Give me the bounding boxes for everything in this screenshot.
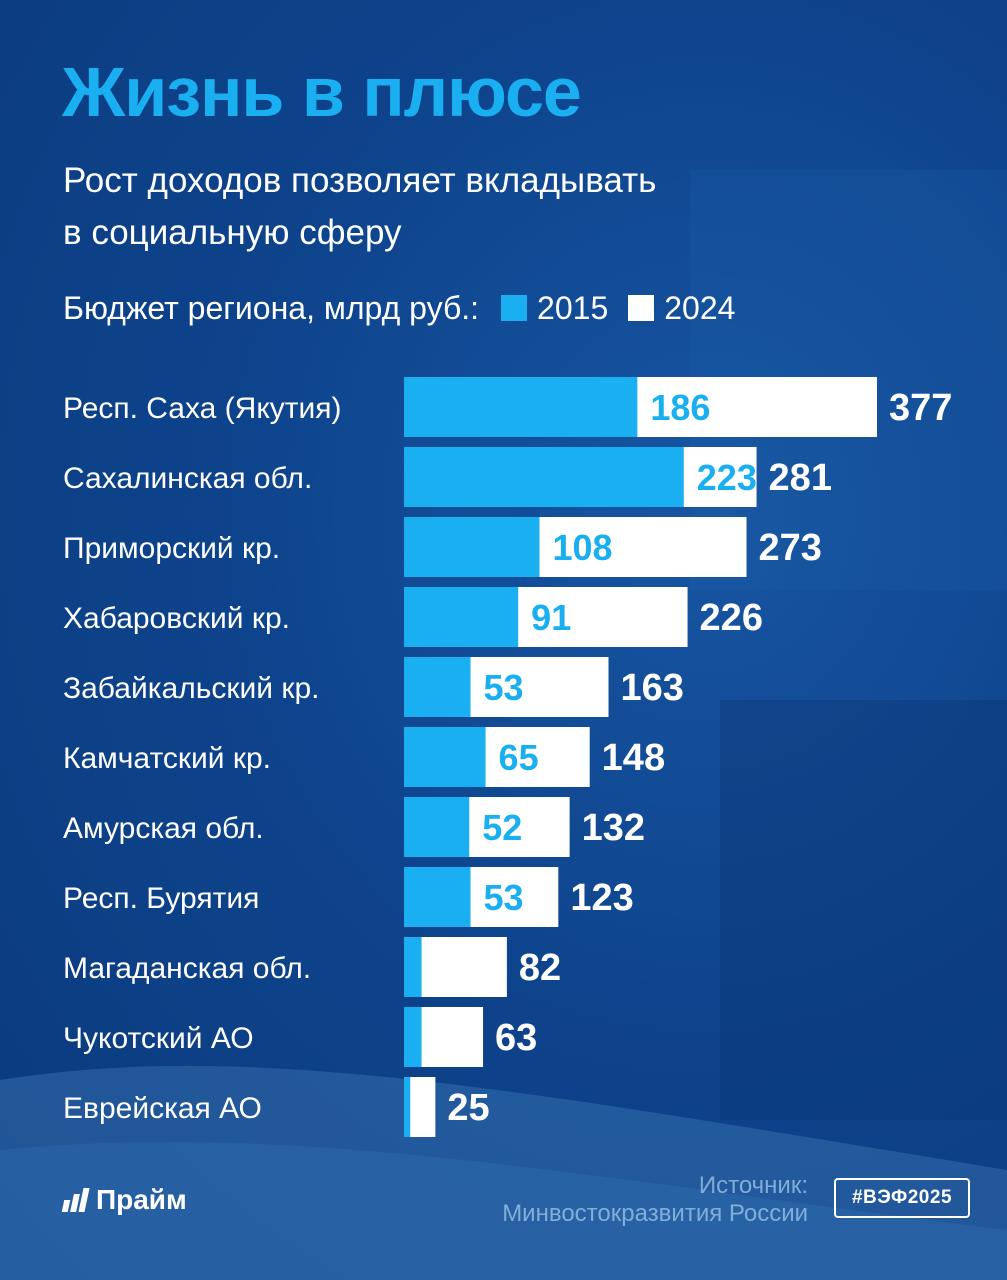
category-label: Хабаровский кр. (63, 602, 290, 635)
bar-2015 (404, 657, 471, 717)
value-label-2024: 25 (447, 1087, 489, 1129)
chart-legend: Бюджет региона, млрд руб.: 2015 2024 (63, 286, 735, 330)
value-label-2015: 186 (650, 387, 710, 428)
subtitle-line-2: в социальную сферу (63, 213, 402, 252)
bar-chart: Респ. Саха (Якутия) 186 377 Сахалинская обл… (63, 377, 952, 1137)
value-label-2024: 82 (519, 947, 561, 989)
legend-swatch-2015 (501, 295, 528, 321)
bar-2015 (404, 1077, 411, 1137)
category-label: Камчатский кр. (63, 742, 271, 775)
page-title: Жизнь в плюсе (62, 53, 582, 131)
category-label: Амурская обл. (63, 812, 264, 845)
value-label-2024: 132 (582, 807, 645, 849)
legend-item-2024: 2024 (664, 289, 736, 326)
subtitle: Рост доходов позволяет вкладывать в соци… (63, 155, 863, 259)
category-label: Сахалинская обл. (63, 462, 312, 495)
value-label-2015: 223 (697, 457, 757, 498)
value-label-2024: 63 (495, 1017, 537, 1059)
value-label-2015: 52 (482, 807, 522, 848)
bar-2015 (404, 937, 422, 997)
source-value: Минвостокразвития России (502, 1200, 808, 1227)
legend-item-2015: 2015 (537, 289, 609, 326)
source-note: Источник: Минвостокразвития России (420, 1172, 808, 1228)
logo-bars-icon (61, 1188, 90, 1212)
value-label-2015: 53 (483, 667, 523, 708)
value-label-2015: 91 (531, 597, 571, 638)
value-label-2015: 65 (499, 737, 539, 778)
bar-2015 (404, 447, 684, 507)
category-label: Респ. Саха (Якутия) (63, 392, 342, 425)
value-label-2024: 123 (570, 877, 633, 919)
legend-label: Бюджет региона, млрд руб.: (63, 289, 480, 326)
logo-text: Прайм (96, 1184, 187, 1215)
category-label: Забайкальский кр. (63, 672, 319, 705)
value-label-2015: 53 (483, 877, 523, 918)
legend-swatch-2024 (628, 295, 655, 321)
bar-2015 (404, 867, 471, 927)
category-label: Приморский кр. (63, 532, 280, 565)
bar-2015 (404, 517, 540, 577)
bar-2015 (404, 1007, 422, 1067)
subtitle-line-1: Рост доходов позволяет вкладывать (63, 161, 657, 200)
value-label-2024: 273 (759, 527, 822, 569)
value-label-2024: 148 (602, 737, 665, 779)
value-label-2024: 281 (769, 457, 832, 499)
category-label: Еврейская АО (63, 1092, 262, 1125)
prime-logo: Прайм (61, 1180, 187, 1220)
value-label-2024: 377 (889, 387, 952, 429)
hashtag-badge: #ВЭФ2025 (834, 1178, 970, 1218)
bar-2015 (404, 797, 470, 857)
category-label: Магаданская обл. (63, 952, 311, 985)
category-label: Чукотский АО (63, 1022, 254, 1055)
bar-2015 (404, 587, 519, 647)
category-label: Респ. Бурятия (63, 882, 259, 915)
source-label: Источник: (698, 1172, 808, 1199)
value-label-2024: 226 (700, 597, 763, 639)
value-label-2024: 163 (621, 667, 684, 709)
bar-2015 (404, 727, 486, 787)
bar-2015 (404, 377, 638, 437)
value-label-2015: 108 (553, 527, 613, 568)
